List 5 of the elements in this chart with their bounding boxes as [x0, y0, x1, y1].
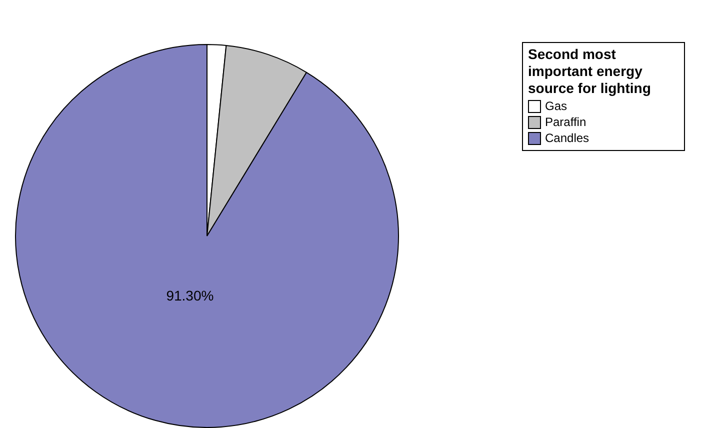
- legend-label: Paraffin: [545, 115, 586, 129]
- legend-label: Gas: [545, 99, 568, 113]
- legend-title: Second most important energy source for lighting: [528, 46, 652, 97]
- legend-label: Candles: [545, 131, 590, 145]
- data-label: 91.30%: [166, 288, 214, 304]
